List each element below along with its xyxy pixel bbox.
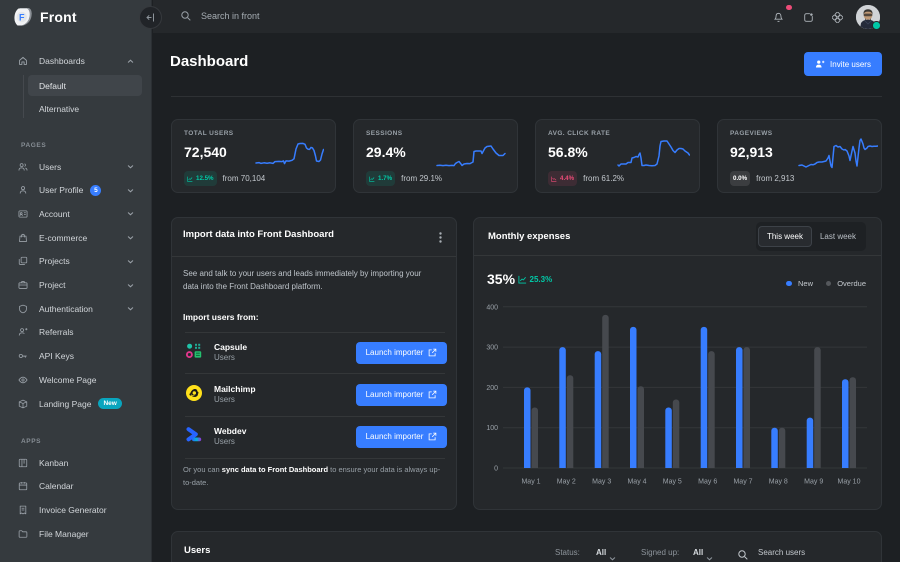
svg-text:May 7: May 7 <box>733 479 752 486</box>
svg-text:400: 400 <box>486 304 498 311</box>
svg-text:F: F <box>19 12 25 22</box>
svg-text:May 9: May 9 <box>804 479 823 486</box>
svg-text:May 8: May 8 <box>769 479 788 486</box>
svg-text:May 2: May 2 <box>557 479 576 486</box>
svg-text:May 3: May 3 <box>592 479 611 486</box>
svg-text:May 5: May 5 <box>663 479 682 486</box>
svg-text:May 6: May 6 <box>698 479 717 486</box>
svg-text:0: 0 <box>494 466 498 473</box>
svg-text:May 1: May 1 <box>521 479 540 486</box>
svg-text:100: 100 <box>486 425 498 432</box>
svg-text:May 4: May 4 <box>627 479 646 486</box>
svg-text:300: 300 <box>486 345 498 352</box>
svg-text:200: 200 <box>486 385 498 392</box>
svg-text:May 10: May 10 <box>838 479 861 486</box>
